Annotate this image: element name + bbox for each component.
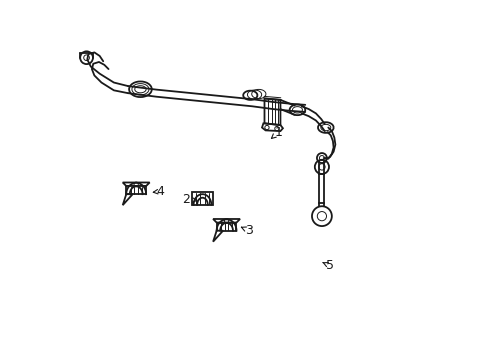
Polygon shape: [213, 231, 223, 242]
Polygon shape: [122, 183, 149, 186]
Text: 1: 1: [271, 126, 283, 139]
Text: 3: 3: [242, 224, 252, 237]
Polygon shape: [122, 194, 133, 205]
Polygon shape: [126, 186, 146, 194]
Text: 2: 2: [183, 193, 197, 206]
Text: 5: 5: [323, 259, 334, 272]
Polygon shape: [213, 219, 240, 222]
Polygon shape: [217, 222, 237, 231]
Text: 4: 4: [153, 185, 165, 198]
Polygon shape: [192, 192, 213, 205]
